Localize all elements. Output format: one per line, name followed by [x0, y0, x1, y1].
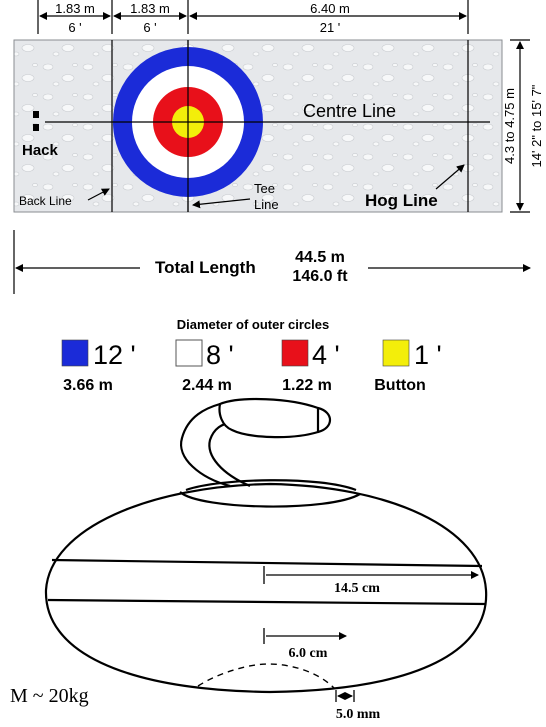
back-line-label: Back Line [19, 194, 72, 208]
curling-stone [44, 398, 488, 694]
stone-gap-label: 5.0 mm [336, 707, 381, 722]
centre-line-label: Centre Line [303, 101, 396, 121]
tee-line-label-1: Tee [254, 181, 275, 196]
tee-line-label-2: Line [254, 197, 279, 212]
legend-item-white: 8 ' 2.44 m [175, 339, 234, 394]
legend-title: Diameter of outer circles [177, 317, 329, 332]
legend-feet-red: 4 ' [312, 340, 340, 370]
running-edge [197, 663, 335, 689]
legend-swatch-blue [61, 339, 89, 367]
legend-metric-blue: 3.66 m [63, 377, 113, 394]
legend-metric-red: 1.22 m [282, 377, 332, 394]
dim-hog-metric: 6.40 m [310, 1, 350, 16]
stone-radius-label: 6.0 cm [289, 646, 328, 661]
legend-metric-white: 2.44 m [182, 377, 232, 394]
stone-width-label: 14.5 cm [334, 581, 380, 596]
legend-feet-yellow: 1 ' [414, 340, 442, 370]
stone-mass-label: M ~ 20kg [10, 685, 89, 707]
hog-line-label: Hog Line [365, 191, 438, 210]
dim-tee-metric: 1.83 m [130, 1, 170, 16]
width-metric-label: 4.3 to 4.75 m [502, 88, 517, 164]
legend-swatch-white [175, 339, 203, 367]
total-length-label: Total Length [155, 258, 256, 277]
total-length-metric: 44.5 m [295, 249, 345, 266]
legend-swatch-red [281, 339, 309, 367]
dim-hog-feet: 21 ' [320, 20, 341, 35]
legend-feet-white: 8 ' [206, 340, 234, 370]
hack-icon [33, 111, 39, 131]
dim-tee-feet: 6 ' [143, 20, 156, 35]
legend-item-red: 4 ' 1.22 m [281, 339, 340, 394]
legend-feet-blue: 12 ' [93, 340, 136, 370]
dim-back-feet: 6 ' [68, 20, 81, 35]
total-length-feet: 146.0 ft [292, 268, 348, 285]
legend-swatch-yellow [382, 339, 410, 367]
top-dimensions [37, 0, 469, 34]
legend-item-yellow: 1 ' Button [374, 339, 442, 394]
legend-metric-yellow: Button [374, 377, 426, 394]
dim-back-metric: 1.83 m [55, 1, 95, 16]
hack-label: Hack [22, 142, 59, 159]
width-feet-label: 14' 2" to 15' 7" [529, 84, 544, 167]
legend-item-blue: 12 ' 3.66 m [61, 339, 136, 394]
